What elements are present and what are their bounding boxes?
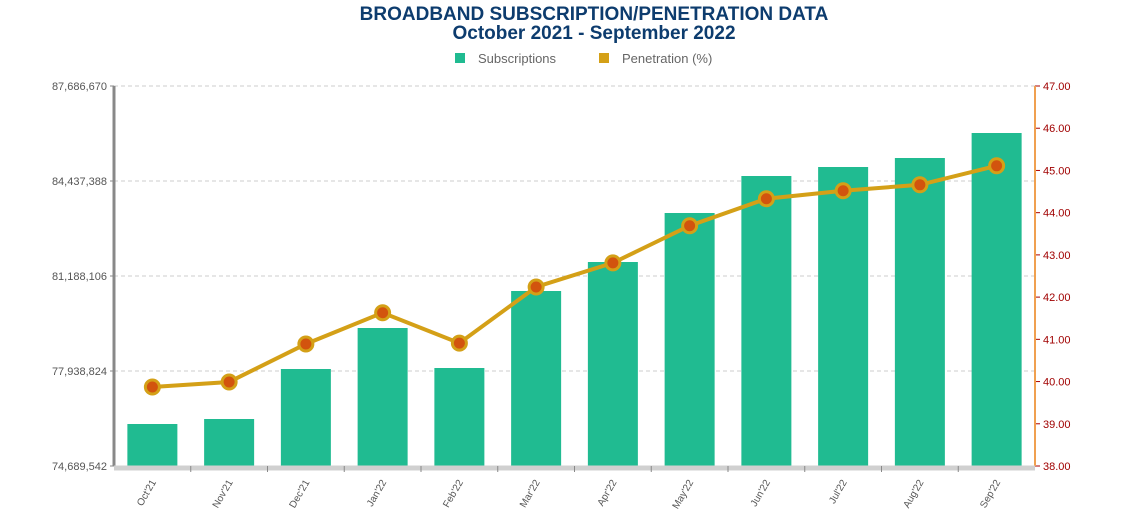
y-right-tick-label: 45.00 xyxy=(1043,165,1071,177)
legend-label-subscriptions: Subscriptions xyxy=(478,51,557,66)
y-left-tick-label: 77,938,824 xyxy=(52,366,107,378)
chart-subtitle: October 2021 - September 2022 xyxy=(452,23,736,44)
bar-Feb'22 xyxy=(434,367,485,466)
y-left-tick-label: 87,686,670 xyxy=(52,81,107,93)
bar-Aug'22 xyxy=(894,157,945,467)
bar-Nov'21 xyxy=(204,418,255,466)
chart-title: BROADBAND SUBSCRIPTION/PENETRATION DATA xyxy=(359,4,829,25)
penetration-point-Jul'22 xyxy=(834,182,852,200)
y-right-tick-label: 43.00 xyxy=(1043,250,1071,262)
x-tick-label: Oct'21 xyxy=(135,478,159,509)
x-tick-label: Jul'22 xyxy=(827,478,850,506)
bar-Apr'22 xyxy=(587,261,638,466)
penetration-point-Oct'21 xyxy=(143,378,161,396)
bar-May'22 xyxy=(664,212,715,466)
bar-Jul'22 xyxy=(818,166,869,466)
bar-Mar'22 xyxy=(511,290,562,466)
legend-label-penetration: Penetration (%) xyxy=(622,51,712,66)
penetration-line xyxy=(152,163,998,390)
y-left-tick-label: 74,689,542 xyxy=(52,461,107,473)
y-right-tick-label: 42.00 xyxy=(1043,292,1071,304)
bar-Oct'21 xyxy=(127,423,178,466)
penetration-point-Nov'21 xyxy=(220,373,238,391)
penetration-point-Jun'22 xyxy=(757,190,775,208)
bar-Jun'22 xyxy=(741,175,792,466)
penetration-point-Jan'22 xyxy=(374,304,392,322)
legend-swatch-penetration xyxy=(599,53,609,63)
penetration-point-Feb'22 xyxy=(450,334,468,352)
penetration-point-May'22 xyxy=(681,217,699,235)
penetration-point-Sep'22 xyxy=(988,157,1006,175)
x-tick-label: May'22 xyxy=(671,478,697,512)
y-right-tick-label: 38.00 xyxy=(1043,461,1071,473)
x-tick-label: Apr'22 xyxy=(596,478,620,509)
penetration-point-Aug'22 xyxy=(911,176,929,194)
x-tick-label: Jan'22 xyxy=(365,478,389,509)
y-left-tick-label: 81,188,106 xyxy=(52,271,107,283)
y-right-tick-label: 44.00 xyxy=(1043,208,1071,220)
y-right-tick-label: 39.00 xyxy=(1043,419,1071,431)
x-tick-label: Jun'22 xyxy=(749,478,773,509)
x-tick-label: Aug'22 xyxy=(902,478,927,511)
bar-Dec'21 xyxy=(280,368,331,466)
y-right-tick-label: 40.00 xyxy=(1043,377,1071,389)
penetration-point-Apr'22 xyxy=(604,254,622,272)
penetration-point-Mar'22 xyxy=(527,278,545,296)
x-tick-label: Mar'22 xyxy=(518,478,543,510)
x-tick-label: Nov'21 xyxy=(211,478,236,511)
x-tick-label: Feb'22 xyxy=(441,478,466,510)
y-right-tick-label: 47.00 xyxy=(1043,81,1071,93)
legend-swatch-subscriptions xyxy=(455,53,465,63)
y-right-tick-label: 46.00 xyxy=(1043,123,1071,135)
y-left-tick-label: 84,437,388 xyxy=(52,176,107,188)
y-right-tick-label: 41.00 xyxy=(1043,334,1071,346)
x-tick-label: Dec'21 xyxy=(288,478,313,511)
bar-Sep'22 xyxy=(971,132,1022,466)
x-tick-label: Sep'22 xyxy=(978,478,1003,511)
penetration-point-Dec'21 xyxy=(297,335,315,353)
bar-Jan'22 xyxy=(357,327,408,466)
